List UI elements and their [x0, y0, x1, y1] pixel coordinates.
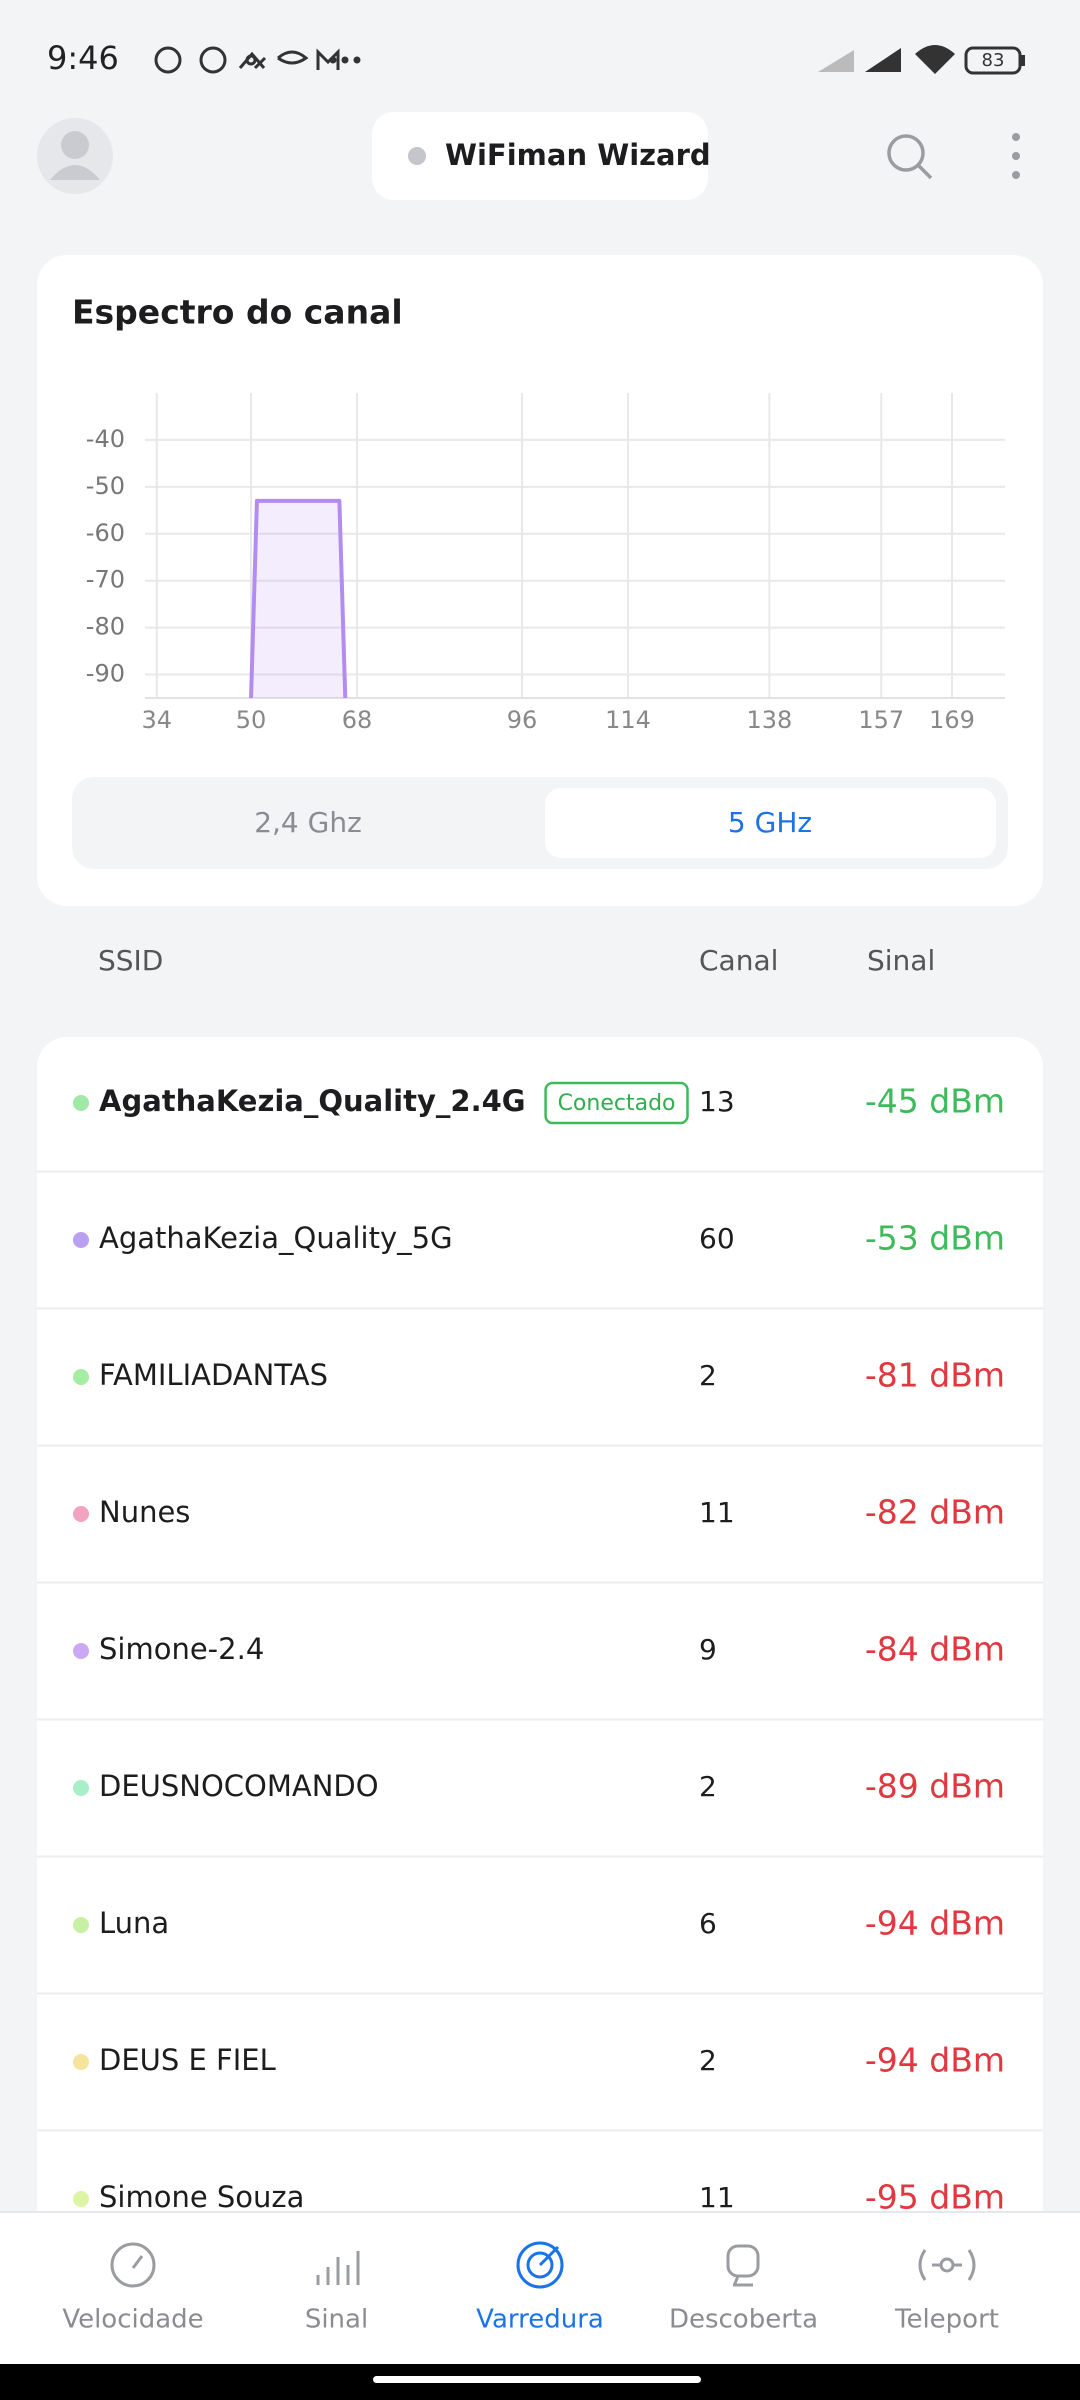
nav-label[interactable]: Varredura	[476, 2305, 604, 2335]
network-channel: 2	[699, 1359, 717, 1392]
wizard-dot	[408, 147, 426, 165]
avatar[interactable]	[37, 118, 113, 194]
band-option-label[interactable]: 2,4 Ghz	[254, 806, 362, 839]
network-signal: -82 dBm	[865, 1493, 1005, 1532]
nav-labels: Velocidade Sinal Varredura Descoberta Telepo…	[62, 2305, 999, 2335]
y-tick-label: -50	[86, 472, 125, 500]
network-color-dot	[73, 2191, 89, 2207]
network-channel: 9	[699, 1633, 717, 1666]
network-ssid[interactable]: Nunes	[99, 1495, 190, 1529]
nav-label[interactable]: Descoberta	[669, 2305, 818, 2335]
network-ssid[interactable]: DEUS E FIEL	[99, 2043, 276, 2077]
spectrum-chart: -40 -50 -60 -70 -80 -90 34 50 68 96 114 138 157 169	[86, 393, 1005, 734]
network-rows: AgathaKezia_Quality_2.4G Conectado 13 -45 d…	[37, 1082, 1043, 2217]
spectrum-line	[249, 498, 348, 699]
nav-icons	[110, 2241, 976, 2289]
network-signal: -45 dBm	[865, 1082, 1005, 1121]
nav-label[interactable]: Teleport	[894, 2305, 999, 2335]
x-tick-label: 169	[929, 706, 975, 734]
nav-label[interactable]: Sinal	[305, 2305, 368, 2335]
network-color-dot	[73, 1643, 89, 1659]
network-color-dot	[73, 1095, 89, 1111]
network-ssid[interactable]: Simone-2.4	[99, 1632, 264, 1666]
network-ssid[interactable]: Simone Souza	[99, 2180, 304, 2214]
network-signal: -89 dBm	[865, 1767, 1005, 1806]
network-signal: -94 dBm	[865, 2041, 1005, 2080]
band-options: 2,4 Ghz 5 GHz	[254, 788, 996, 858]
menu-button[interactable]	[1012, 133, 1020, 179]
network-ssid[interactable]: FAMILIADANTAS	[99, 1358, 328, 1392]
network-ssid[interactable]: AgathaKezia_Quality_2.4G	[99, 1084, 526, 1118]
network-color-dot	[73, 2054, 89, 2070]
table-header: SSID Canal Sinal	[98, 944, 935, 977]
x-tick-label: 114	[605, 706, 651, 734]
network-ssid[interactable]: Luna	[99, 1906, 169, 1940]
wizard-pill[interactable]	[372, 112, 708, 200]
network-list	[37, 1037, 1043, 2337]
network-channel: 11	[699, 2181, 735, 2214]
network-color-dot	[73, 1369, 89, 1385]
connected-badge-label: Conectado	[558, 1091, 676, 1116]
y-tick-label: -40	[86, 425, 125, 453]
column-header: Canal	[699, 944, 778, 977]
column-header: Sinal	[867, 944, 935, 977]
network-channel: 2	[699, 1770, 717, 1803]
band-option-label[interactable]: 5 GHz	[728, 806, 812, 839]
x-tick-label: 96	[507, 706, 538, 734]
spectrum-area	[251, 500, 346, 698]
home-indicator[interactable]	[373, 2376, 701, 2383]
y-tick-label: -80	[86, 613, 125, 641]
network-color-dot	[73, 1506, 89, 1522]
network-color-dot	[73, 1917, 89, 1933]
network-color-dot	[73, 1780, 89, 1796]
y-tick-label: -90	[86, 660, 125, 688]
network-channel: 2	[699, 2044, 717, 2077]
network-signal: -94 dBm	[865, 1904, 1005, 1943]
network-signal: -53 dBm	[865, 1219, 1005, 1258]
status-time: 9:46	[47, 39, 119, 77]
network-ssid[interactable]: DEUSNOCOMANDO	[99, 1769, 379, 1803]
network-channel: 6	[699, 1907, 717, 1940]
chart-title: Espectro do canal	[72, 293, 403, 332]
network-signal: -81 dBm	[865, 1356, 1005, 1395]
column-header: SSID	[98, 944, 163, 977]
x-tick-label: 50	[236, 706, 267, 734]
band-option-selected[interactable]	[545, 788, 996, 858]
battery-level: 83	[982, 50, 1005, 71]
network-ssid[interactable]: AgathaKezia_Quality_5G	[99, 1221, 453, 1255]
network-signal: -95 dBm	[865, 2178, 1005, 2217]
header-title: WiFiman Wizard	[445, 138, 711, 172]
search-button[interactable]	[887, 134, 933, 180]
network-channel: 13	[699, 1085, 735, 1118]
x-tick-label: 68	[342, 706, 373, 734]
network-channel: 11	[699, 1496, 735, 1529]
x-tick-label: 157	[858, 706, 904, 734]
network-signal: -84 dBm	[865, 1630, 1005, 1669]
y-tick-label: -70	[86, 566, 125, 594]
status-icons	[154, 46, 361, 74]
status-right-icons: 83	[818, 45, 1025, 75]
network-channel: 60	[699, 1222, 735, 1255]
connected-badge	[544, 1081, 689, 1125]
network-color-dot	[73, 1232, 89, 1248]
x-tick-label: 138	[746, 706, 792, 734]
x-tick-label: 34	[142, 706, 173, 734]
nav-label[interactable]: Velocidade	[62, 2305, 203, 2335]
y-tick-label: -60	[86, 519, 125, 547]
